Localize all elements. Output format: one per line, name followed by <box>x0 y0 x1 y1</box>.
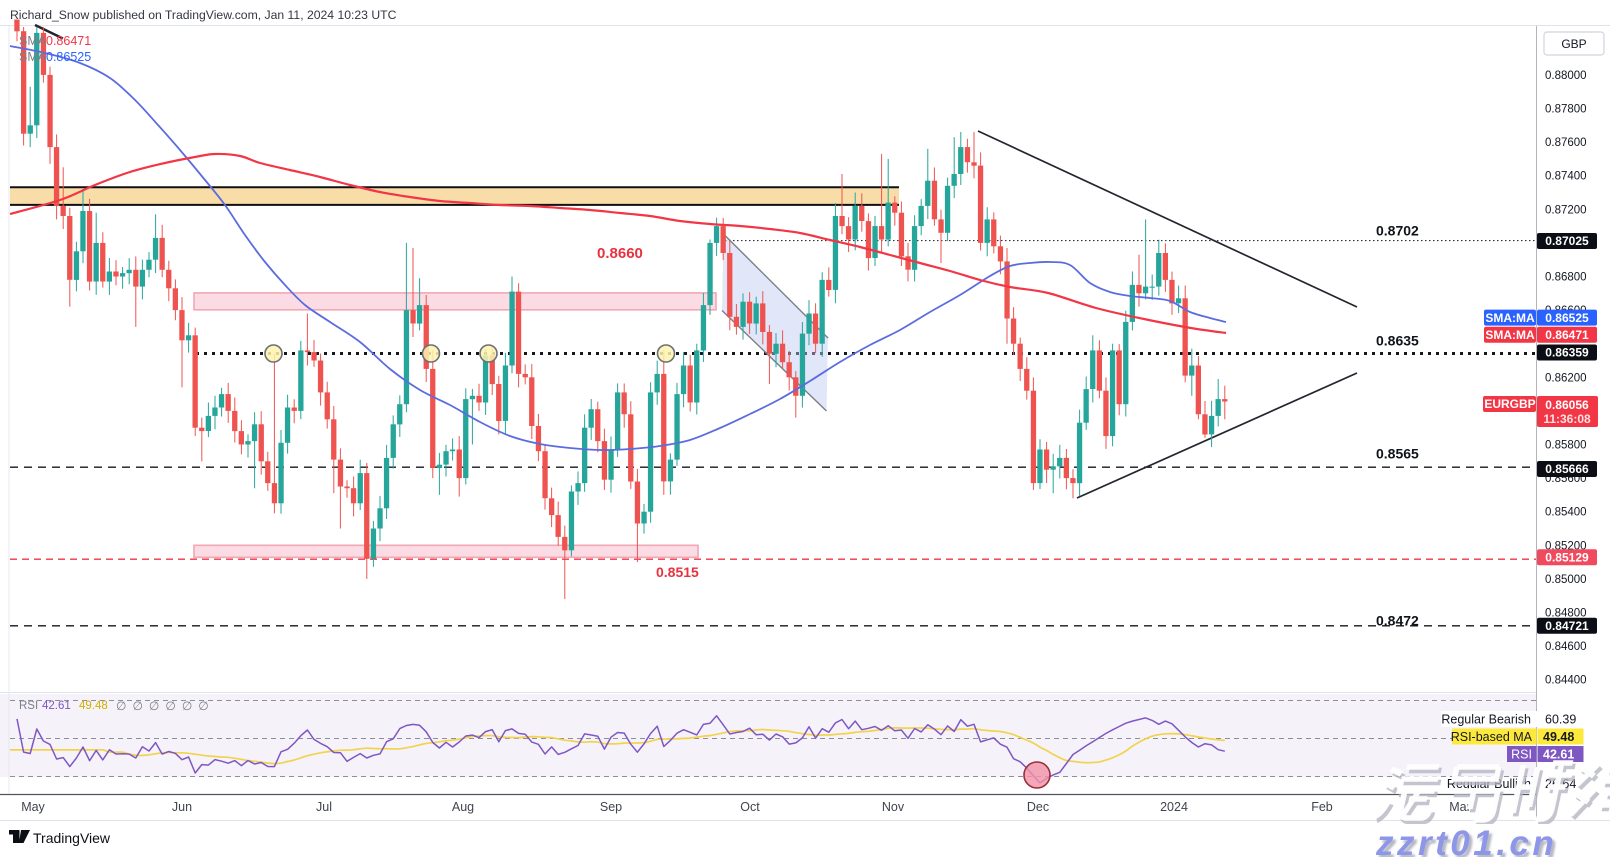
svg-text:0.85666: 0.85666 <box>1545 462 1589 476</box>
svg-text:Sep: Sep <box>600 800 622 814</box>
svg-text:0.8635: 0.8635 <box>1376 333 1419 349</box>
svg-text:0.87200: 0.87200 <box>1545 204 1587 216</box>
svg-text:0.86800: 0.86800 <box>1545 272 1587 284</box>
svg-text:GBP: GBP <box>1561 37 1586 51</box>
svg-text:0.8660: 0.8660 <box>597 245 643 262</box>
svg-text:Richard_Snow published on Trad: Richard_Snow published on TradingView.co… <box>10 8 397 22</box>
svg-text:0.86525: 0.86525 <box>1545 311 1589 325</box>
svg-text:0.87400: 0.87400 <box>1545 171 1587 183</box>
svg-text:Nov: Nov <box>882 800 905 814</box>
svg-text:60.39: 60.39 <box>1545 713 1576 727</box>
svg-text:0.84400: 0.84400 <box>1545 675 1587 687</box>
svg-text:42.61: 42.61 <box>1543 748 1574 762</box>
svg-text:RSI-based MA: RSI-based MA <box>1451 730 1533 744</box>
svg-text:0.8515: 0.8515 <box>656 564 699 580</box>
svg-text:SMA:MA: SMA:MA <box>1485 311 1535 325</box>
svg-text:0.86359: 0.86359 <box>1545 346 1589 360</box>
svg-text:Feb: Feb <box>1311 800 1333 814</box>
svg-text:11:36:08: 11:36:08 <box>1543 412 1591 426</box>
svg-text:Mar: Mar <box>1449 800 1471 814</box>
svg-text:Dec: Dec <box>1027 800 1049 814</box>
svg-text:0.85400: 0.85400 <box>1545 507 1587 519</box>
svg-text:0.8702: 0.8702 <box>1376 223 1419 239</box>
svg-text:May: May <box>21 800 45 814</box>
svg-text:0.86056: 0.86056 <box>1545 398 1589 412</box>
svg-text:0.87025: 0.87025 <box>1545 234 1589 248</box>
svg-text:0.8565: 0.8565 <box>1376 446 1419 462</box>
svg-text:49.48: 49.48 <box>79 700 108 712</box>
svg-text:0.86471: 0.86471 <box>46 34 91 48</box>
svg-text:0.85129: 0.85129 <box>1545 550 1589 564</box>
svg-text:EURGBP: EURGBP <box>1484 397 1535 411</box>
svg-text:0.86200: 0.86200 <box>1545 372 1587 384</box>
svg-text:0.85000: 0.85000 <box>1545 574 1587 586</box>
svg-text:0.84721: 0.84721 <box>1545 619 1589 633</box>
svg-text:0.8472: 0.8472 <box>1376 613 1419 629</box>
svg-text:Oct: Oct <box>740 800 760 814</box>
svg-text:RSI: RSI <box>1511 748 1532 762</box>
svg-text:0.86525: 0.86525 <box>46 50 91 64</box>
svg-text:RSI: RSI <box>19 700 38 712</box>
svg-text:Jun: Jun <box>172 800 192 814</box>
svg-text:0.84800: 0.84800 <box>1545 608 1587 620</box>
svg-text:SMA:MA: SMA:MA <box>1485 328 1535 342</box>
svg-text:2024: 2024 <box>1160 800 1188 814</box>
svg-text:49.48: 49.48 <box>1543 730 1574 744</box>
svg-text:0.86471: 0.86471 <box>1545 328 1589 342</box>
svg-text:0.87600: 0.87600 <box>1545 137 1587 149</box>
svg-text:SMA: SMA <box>19 34 47 48</box>
svg-text:Jul: Jul <box>316 800 332 814</box>
svg-text:Regular Bearish: Regular Bearish <box>1441 713 1531 727</box>
svg-text:0.87800: 0.87800 <box>1545 104 1587 116</box>
svg-text:0.88000: 0.88000 <box>1545 70 1587 82</box>
svg-text:Aug: Aug <box>452 800 474 814</box>
svg-text:∅∅∅∅∅∅: ∅∅∅∅∅∅ <box>116 699 215 713</box>
svg-text:TradingView: TradingView <box>33 830 111 846</box>
svg-text:SMA: SMA <box>19 50 47 64</box>
svg-text:0.85800: 0.85800 <box>1545 440 1587 452</box>
svg-text:42.61: 42.61 <box>42 700 71 712</box>
svg-text:0.84600: 0.84600 <box>1545 641 1587 653</box>
